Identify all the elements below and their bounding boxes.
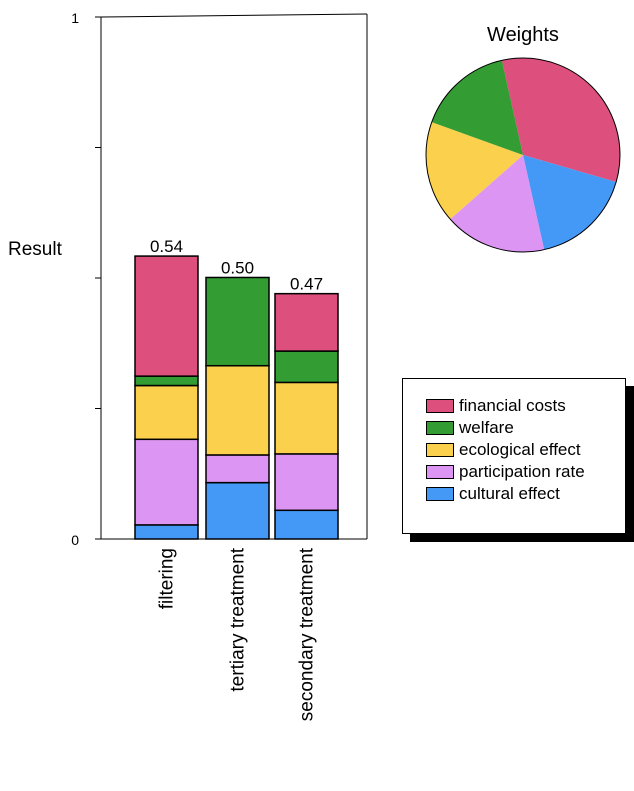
legend-box: financial costs welfare ecological effec… (402, 378, 626, 534)
legend-item-cultural-effect: cultural effect (426, 483, 625, 505)
bar-segment-ecological-effect (274, 381, 339, 455)
legend-item-financial-costs: financial costs (426, 395, 625, 417)
y-tick-label: 1 (71, 10, 79, 26)
bar-segment-participation-rate (205, 454, 270, 484)
x-tick-label: tertiary treatment (228, 547, 249, 691)
x-tick-label: filtering (157, 548, 178, 609)
bar-segment-welfare (274, 350, 339, 384)
legend-label: participation rate (459, 462, 585, 481)
bar-segment-financial-costs (134, 255, 199, 377)
pie-slice-participation-rate (450, 155, 545, 252)
y-tick-label: 0 (71, 532, 79, 548)
pie-title: Weights (487, 24, 559, 46)
bar-segment-participation-rate (134, 438, 199, 526)
bar-segment-ecological-effect (205, 364, 270, 456)
legend-swatch (426, 421, 454, 435)
legend-swatch (426, 487, 454, 501)
pie-slice-welfare (431, 60, 523, 155)
pie-slice-cultural-effect (523, 155, 617, 250)
legend-swatch (426, 399, 454, 413)
legend-label: financial costs (459, 396, 566, 415)
pie-slice-ecological-effect (426, 122, 523, 220)
plot-top-border (100, 13, 368, 18)
legend: financial costs welfare ecological effec… (402, 378, 634, 542)
bar-segment-welfare (134, 375, 199, 387)
bar-segment-financial-costs (274, 292, 339, 352)
bar-total-label: 0.54 (150, 237, 183, 256)
legend-label: cultural effect (459, 484, 560, 503)
legend-item-ecological-effect: ecological effect (426, 439, 625, 461)
bar-segment-participation-rate (274, 453, 339, 512)
legend-swatch (426, 443, 454, 457)
bar-total-label: 0.50 (221, 258, 254, 277)
bar-segment-cultural-effect (274, 509, 339, 540)
legend-item-participation-rate: participation rate (426, 461, 625, 483)
legend-item-welfare: welfare (426, 417, 625, 439)
legend-swatch (426, 465, 454, 479)
pie-outline (425, 57, 621, 253)
y-axis-label: Result (8, 239, 63, 260)
x-tick-label: secondary treatment (297, 547, 318, 721)
bar-segment-ecological-effect (134, 384, 199, 441)
bar-segment-cultural-effect (205, 481, 270, 540)
pie-slice-financial-costs (501, 57, 620, 183)
legend-label: ecological effect (459, 440, 581, 459)
bar-segment-welfare (205, 276, 270, 367)
legend-label: welfare (459, 418, 514, 437)
bar-segment-cultural-effect (134, 524, 199, 540)
bar-total-label: 0.47 (290, 275, 323, 294)
